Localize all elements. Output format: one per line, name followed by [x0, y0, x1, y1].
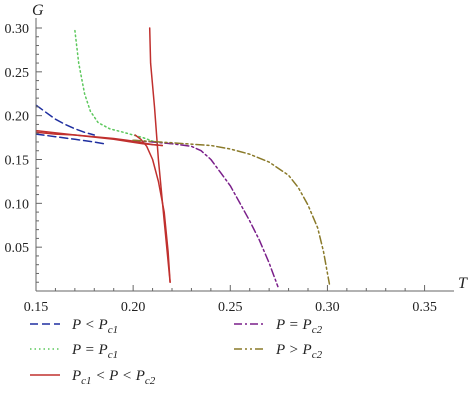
y-axis-title: G [32, 2, 44, 19]
legend: P < Pc1 P = Pc1 Pc1 < P < Pc2 P = Pc2 P > Pc… [30, 317, 323, 387]
series-line [132, 139, 279, 288]
series-line [36, 104, 96, 136]
legend-label: P > Pc2 [275, 342, 323, 361]
y-tick-label: 0.15 [5, 154, 30, 169]
y-tick-label: 0.05 [5, 241, 30, 256]
x-tick-label: 0.20 [121, 300, 146, 315]
x-ticks: 0.15 0.20 0.25 0.30 0.35 [24, 285, 437, 315]
axes: 0.15 0.20 0.25 0.30 0.35 0.05 0.10 0.15 0.20 0.2… [5, 2, 469, 315]
series-line [148, 27, 171, 283]
series-line [36, 133, 105, 145]
x-tick-label: 0.25 [218, 300, 243, 315]
legend-label: P = Pc1 [71, 342, 118, 361]
plot-lines [36, 27, 331, 288]
y-tick-label: 0.10 [5, 197, 30, 212]
legend-label: Pc1 < P < Pc2 [71, 368, 156, 387]
x-tick-label: 0.30 [315, 300, 340, 315]
x-tick-label: 0.15 [24, 300, 49, 315]
y-ticks: 0.05 0.10 0.15 0.20 0.25 0.30 [5, 22, 42, 283]
series-line [36, 129, 164, 147]
series-line [134, 134, 171, 283]
legend-label: P = Pc2 [275, 317, 323, 336]
series-line [74, 29, 173, 145]
x-tick-label: 0.35 [412, 300, 437, 315]
series-line [132, 139, 331, 285]
legend-label: P < Pc1 [71, 317, 118, 336]
y-tick-label: 0.30 [5, 22, 30, 37]
x-axis-title: T [458, 275, 468, 292]
y-tick-label: 0.25 [5, 66, 30, 81]
y-tick-label: 0.20 [5, 110, 30, 125]
